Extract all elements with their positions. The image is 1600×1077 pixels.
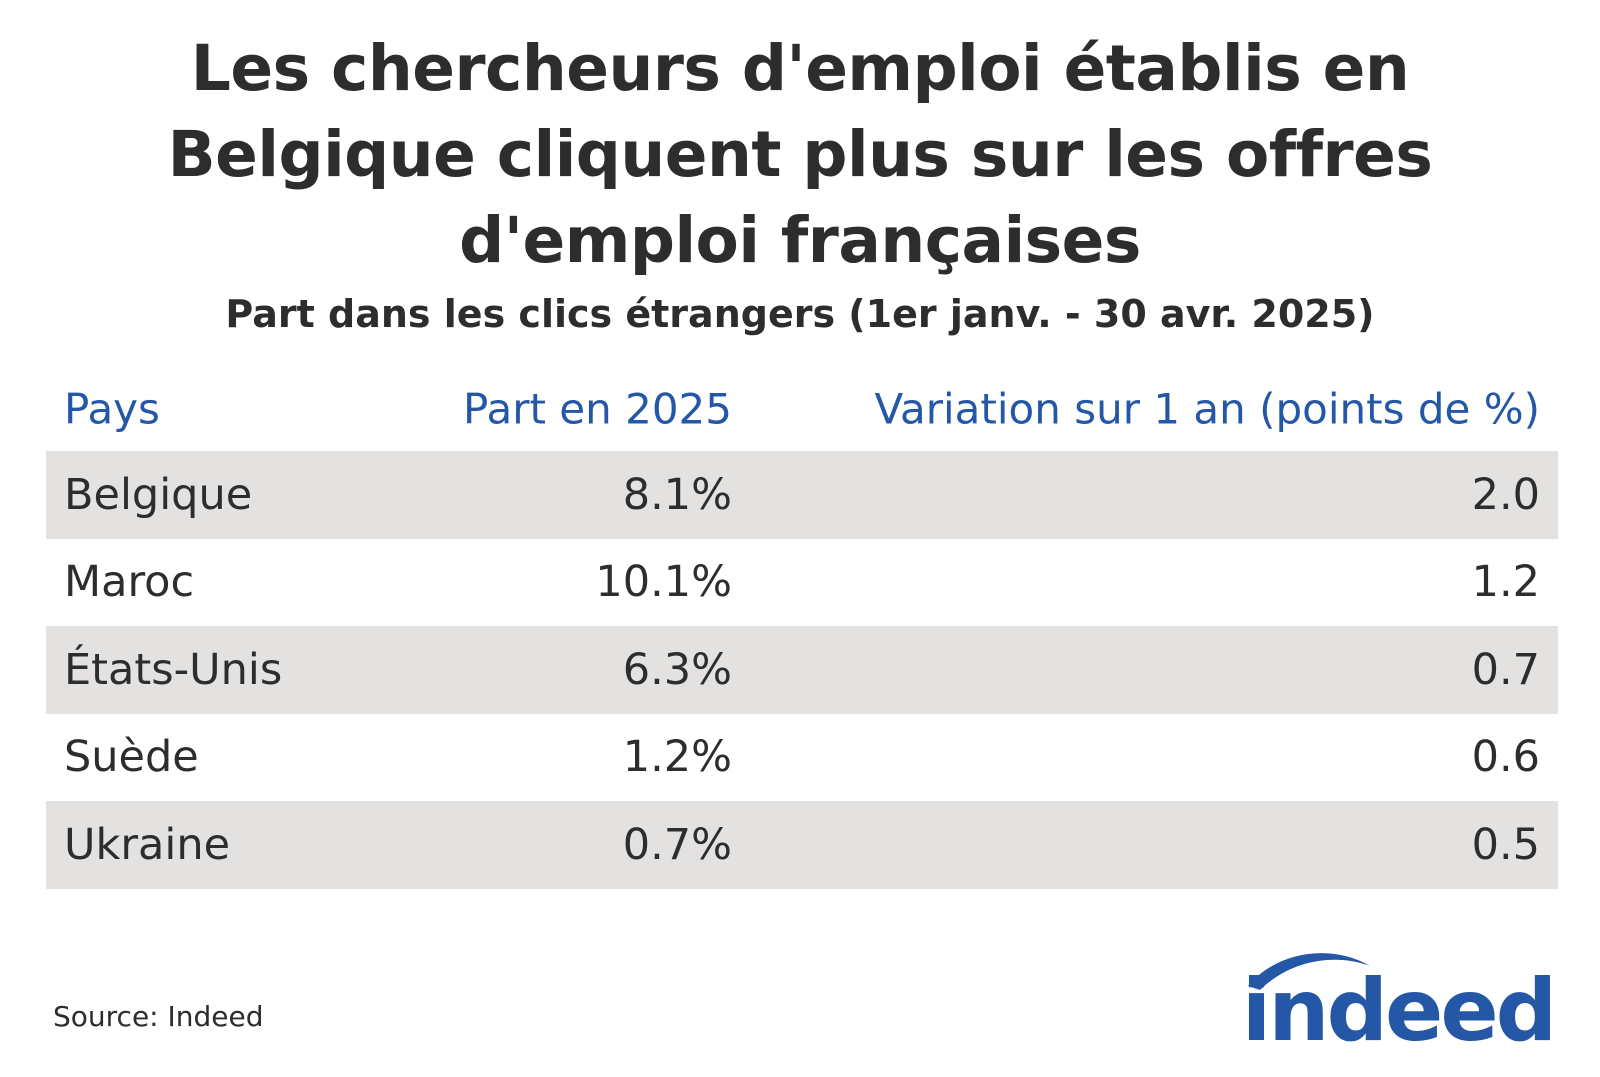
logo-text: indeed bbox=[1242, 961, 1554, 1048]
table-row: Maroc 10.1% 1.2 bbox=[46, 539, 1558, 627]
cell-variation: 1.2 bbox=[1471, 557, 1540, 608]
title-line-2: Belgique cliquent plus sur les offres bbox=[167, 118, 1433, 191]
cell-part: 1.2% bbox=[622, 732, 732, 783]
title-line-3: d'emploi françaises bbox=[459, 204, 1141, 277]
cell-pays: Suède bbox=[64, 732, 199, 783]
table-row: États-Unis 6.3% 0.7 bbox=[46, 626, 1558, 714]
table-row: Belgique 8.1% 2.0 bbox=[46, 451, 1558, 539]
cell-part: 8.1% bbox=[622, 469, 732, 520]
logo-arc bbox=[1248, 953, 1370, 990]
cell-variation: 2.0 bbox=[1471, 469, 1540, 520]
data-table: Pays Part en 2025 Variation sur 1 an (po… bbox=[46, 366, 1558, 889]
table-row: Ukraine 0.7% 0.5 bbox=[46, 801, 1558, 889]
source-note: Source: Indeed bbox=[53, 1000, 264, 1033]
cell-part: 6.3% bbox=[622, 644, 732, 695]
indeed-logo: indeed bbox=[1242, 953, 1557, 1048]
cell-pays: Ukraine bbox=[64, 819, 231, 870]
cell-pays: États-Unis bbox=[64, 644, 283, 695]
header-variation: Variation sur 1 an (points de %) bbox=[874, 384, 1540, 433]
cell-pays: Belgique bbox=[64, 469, 253, 520]
cell-variation: 0.6 bbox=[1471, 732, 1540, 783]
chart-subtitle: Part dans les clics étrangers (1er janv.… bbox=[225, 292, 1375, 336]
cell-pays: Maroc bbox=[64, 557, 195, 608]
cell-variation: 0.7 bbox=[1471, 644, 1540, 695]
header-part: Part en 2025 bbox=[463, 384, 732, 433]
chart-title: Les chercheurs d'emploi établis en Belgi… bbox=[0, 26, 1600, 284]
cell-variation: 0.5 bbox=[1471, 819, 1540, 870]
cell-part: 0.7% bbox=[622, 819, 732, 870]
cell-part: 10.1% bbox=[595, 557, 732, 608]
title-line-1: Les chercheurs d'emploi établis en bbox=[190, 32, 1410, 105]
table-header-row: Pays Part en 2025 Variation sur 1 an (po… bbox=[46, 366, 1558, 451]
header-pays: Pays bbox=[64, 384, 160, 433]
table-row: Suède 1.2% 0.6 bbox=[46, 714, 1558, 802]
